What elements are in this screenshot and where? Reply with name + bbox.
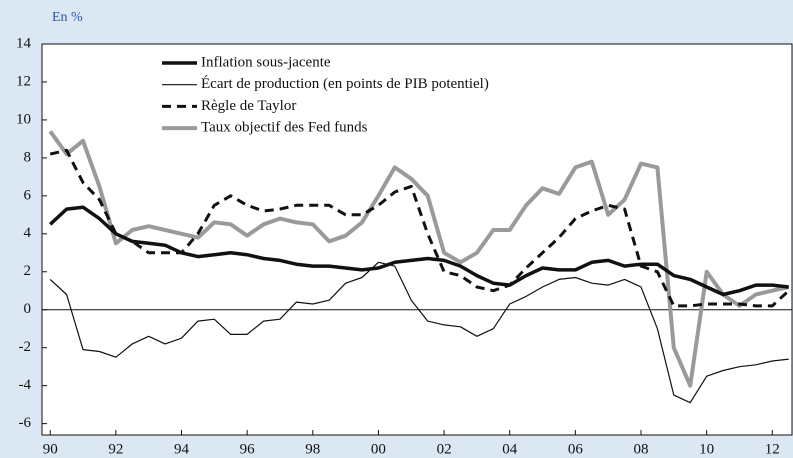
y-tick-label: 0 [24, 301, 32, 317]
series-line [49, 148, 790, 308]
x-tick-label: 90 [43, 441, 58, 457]
x-tick-label: 96 [240, 441, 256, 457]
x-tick-label: 08 [634, 441, 649, 457]
y-tick-label: 14 [16, 35, 32, 51]
series-line [49, 261, 789, 404]
y-tick-label: 6 [24, 187, 32, 203]
y-tick-label: 4 [24, 225, 32, 241]
legend-label: Règle de Taylor [201, 98, 296, 114]
series-line [49, 205, 789, 297]
y-tick-label: -6 [19, 415, 32, 431]
x-tick-label: 98 [305, 441, 320, 457]
x-tick-label: 00 [371, 441, 386, 457]
y-tick-label: 12 [16, 73, 31, 89]
x-tick-label: 02 [437, 441, 452, 457]
x-tick-label: 10 [699, 441, 714, 457]
y-tick-label: -4 [19, 377, 32, 393]
legend-label: Taux objectif des Fed funds [201, 120, 368, 136]
y-tick-label: 8 [24, 149, 32, 165]
x-tick-label: 92 [108, 441, 123, 457]
series-line [48, 130, 790, 388]
plot-area [41, 43, 793, 436]
x-tick-label: 94 [174, 441, 190, 457]
legend-label: Écart de production (en points de PIB po… [201, 75, 489, 92]
y-tick-label: -2 [19, 339, 32, 355]
x-tick-label: 04 [502, 441, 518, 457]
x-tick-label: 06 [568, 441, 584, 457]
legend-label: Inflation sous-jacente [201, 54, 331, 70]
x-tick-label: 12 [765, 441, 780, 457]
y-tick-label: 10 [16, 111, 31, 127]
subtitle: En % [52, 10, 83, 25]
y-tick-label: 2 [24, 263, 32, 279]
